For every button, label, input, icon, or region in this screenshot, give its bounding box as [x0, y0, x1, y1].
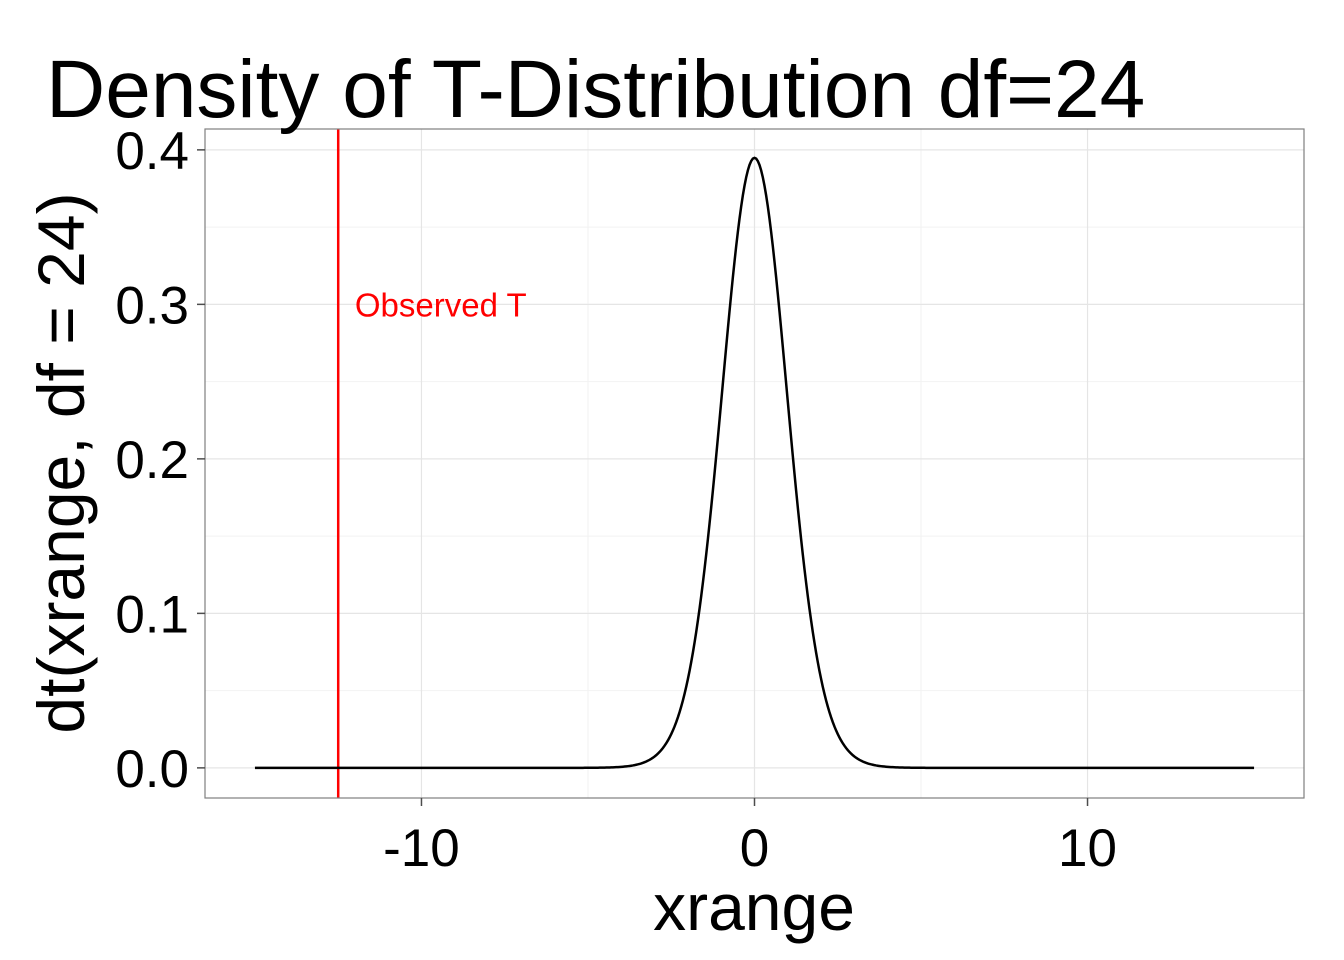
x-axis-ticks: -10 0 10 [383, 798, 1117, 878]
y-axis-title: dt(xrange, df = 24) [24, 192, 98, 733]
density-curve [254, 156, 1255, 770]
y-axis-ticks: 0.0 0.1 0.2 0.3 0.4 [115, 122, 205, 799]
y-tick-label: 0.0 [115, 740, 189, 799]
x-tick-label: 10 [1058, 819, 1117, 878]
y-tick-label: 0.2 [115, 431, 189, 490]
x-tick-label: 0 [740, 819, 769, 878]
observed-t-annotation: Observed T [355, 286, 527, 323]
x-tick-label: -10 [383, 819, 460, 878]
chart-title: Density of T-Distribution df=24 [46, 44, 1145, 135]
x-axis-title: xrange [653, 870, 855, 944]
y-tick-label: 0.3 [115, 276, 189, 335]
y-tick-label: 0.1 [115, 585, 189, 644]
y-tick-label: 0.4 [115, 122, 189, 181]
